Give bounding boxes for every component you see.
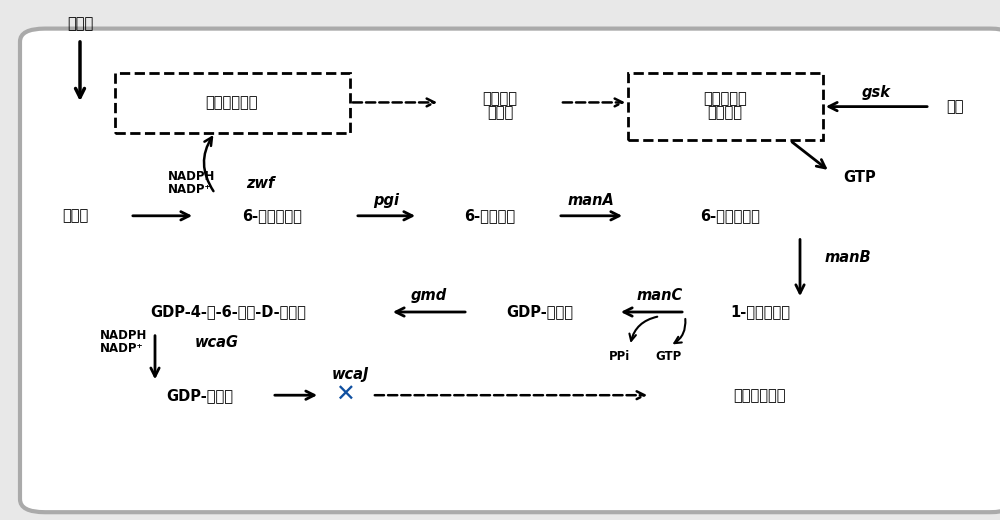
Text: 代谢途径: 代谢途径 — [708, 106, 742, 120]
Text: PPi: PPi — [609, 350, 631, 363]
Text: 葡萄糖: 葡萄糖 — [62, 209, 88, 223]
FancyBboxPatch shape — [20, 29, 1000, 512]
Text: GDP-甘露糖: GDP-甘露糖 — [507, 305, 574, 319]
Text: GDP-岩藻糖: GDP-岩藻糖 — [166, 388, 234, 402]
Text: ✕: ✕ — [335, 383, 355, 407]
Text: NADPH: NADPH — [168, 171, 215, 184]
Text: wcaG: wcaG — [195, 335, 239, 349]
Text: 磷酸戊糖途径: 磷酸戊糖途径 — [206, 95, 258, 110]
Text: 荚膜异多糖酸: 荚膜异多糖酸 — [734, 388, 786, 402]
Text: NADP⁺: NADP⁺ — [168, 184, 212, 197]
Text: GDP-4-酮-6-脱氧-D-甘露糖: GDP-4-酮-6-脱氧-D-甘露糖 — [150, 305, 306, 319]
Text: gsk: gsk — [862, 85, 891, 100]
Text: manB: manB — [825, 250, 872, 265]
Text: manA: manA — [568, 193, 614, 207]
FancyBboxPatch shape — [628, 73, 823, 140]
Text: 6-磷酸甘露糖: 6-磷酸甘露糖 — [700, 209, 760, 223]
Text: zwf: zwf — [246, 176, 274, 190]
Text: manC: manC — [637, 288, 683, 303]
FancyArrowPatch shape — [629, 317, 657, 341]
Text: 6-磷酸果糖: 6-磷酸果糖 — [464, 209, 516, 223]
FancyArrowPatch shape — [674, 319, 685, 343]
Text: pgi: pgi — [373, 193, 399, 207]
Text: GTP: GTP — [655, 350, 681, 363]
Text: NADPH: NADPH — [100, 329, 147, 342]
Text: GTP: GTP — [844, 171, 876, 185]
Text: NADP⁺: NADP⁺ — [100, 342, 144, 355]
Text: wcaJ: wcaJ — [331, 367, 369, 382]
Text: 焦磷酸: 焦磷酸 — [487, 106, 513, 120]
Text: 鸟苷: 鸟苷 — [946, 99, 964, 114]
FancyArrowPatch shape — [204, 137, 213, 191]
Text: 磷酸核糖: 磷酸核糖 — [482, 92, 518, 106]
FancyBboxPatch shape — [115, 73, 350, 133]
Text: 葡萄糖: 葡萄糖 — [67, 16, 93, 31]
Text: gmd: gmd — [411, 288, 447, 303]
Text: 鸟苷核苷酸: 鸟苷核苷酸 — [703, 92, 747, 106]
Text: 6-磷酸葡萄糖: 6-磷酸葡萄糖 — [242, 209, 302, 223]
Text: 1-磷酸甘露糖: 1-磷酸甘露糖 — [730, 305, 790, 319]
